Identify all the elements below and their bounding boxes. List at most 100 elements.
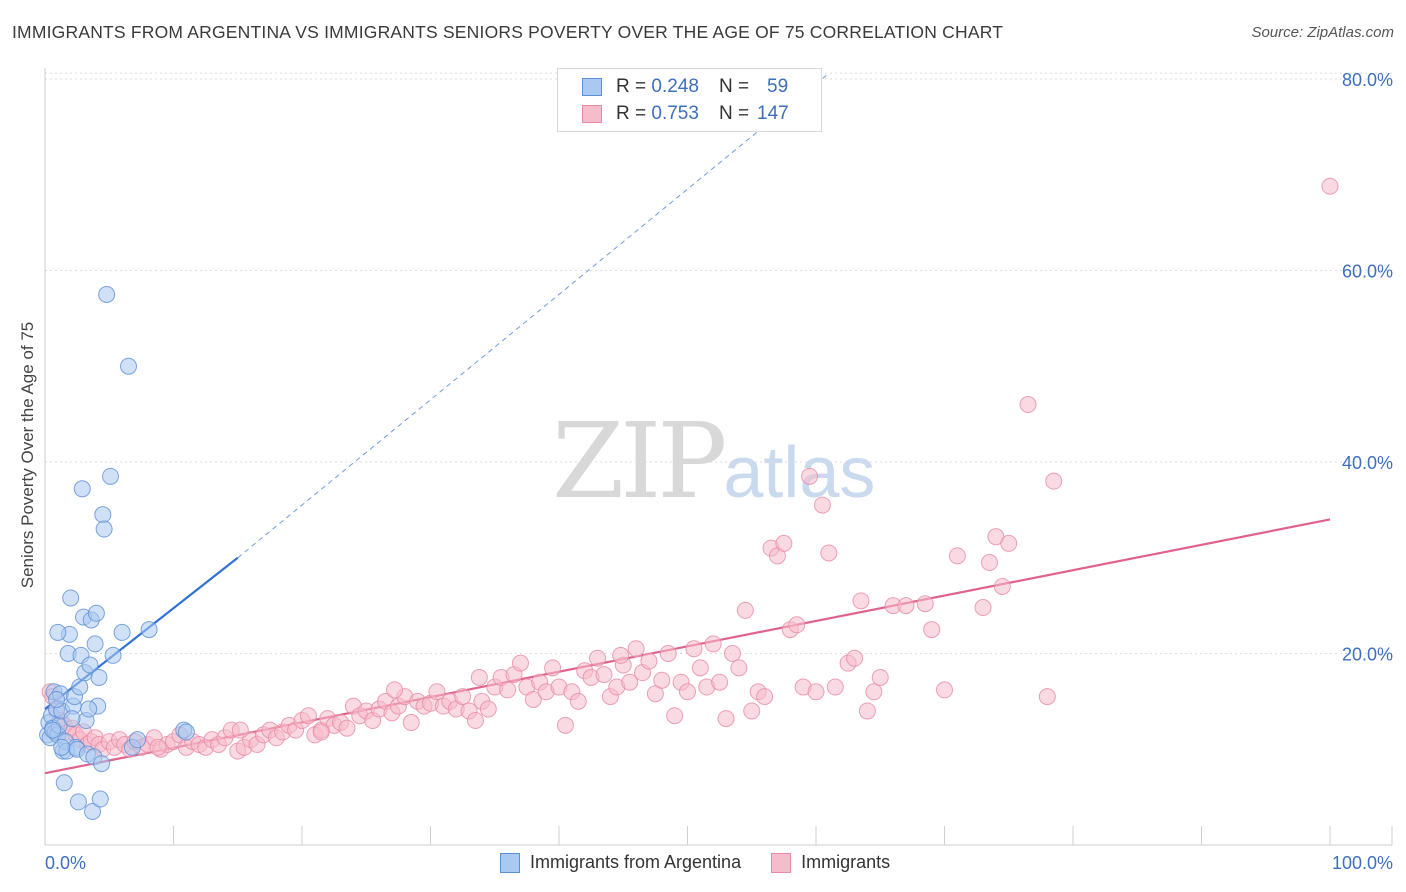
argentina-point (104, 646, 122, 664)
argentina-point (44, 721, 62, 739)
immigrants-point (621, 673, 639, 691)
immigrants-point (993, 577, 1011, 595)
argentina-point (90, 668, 108, 686)
y-tick-label: 80.0% (1342, 70, 1393, 90)
argentina-point (140, 621, 158, 639)
argentina-point (62, 589, 80, 607)
argentina-point (63, 710, 81, 728)
immigrants-point (723, 645, 741, 662)
watermark-atlas: atlas (723, 433, 876, 513)
immigrants-point (499, 681, 517, 699)
immigrants-point (653, 671, 671, 689)
immigrants-point (826, 678, 844, 696)
immigrants-point (511, 654, 529, 672)
stats-legend: R = 0.248 N = 59 R = 0.753 N = 147 (557, 68, 822, 132)
tick-labels: 20.0% 40.0% 60.0% 80.0% 0.0% 100.0% (45, 70, 1393, 873)
immigrants-point (871, 668, 889, 686)
immigrants-swatch-icon (582, 105, 602, 123)
immigrants-point (428, 683, 446, 701)
legend-item-argentina[interactable]: Immigrants from Argentina (500, 852, 741, 873)
immigrants-point (149, 738, 167, 756)
immigrants-point (1019, 396, 1037, 414)
immigrants-point (916, 595, 934, 613)
argentina-point (102, 467, 120, 485)
argentina-point (93, 755, 111, 773)
immigrants-point (756, 688, 774, 706)
argentina-point (69, 793, 87, 811)
immigrants-point (454, 688, 472, 706)
immigrants-point (466, 712, 484, 730)
immigrants-point (820, 544, 838, 562)
data-points (39, 177, 1339, 820)
argentina-point (53, 738, 71, 756)
x-tick-label: 0.0% (45, 853, 86, 873)
argentina-point (95, 520, 113, 538)
legend-label: Immigrants (801, 852, 891, 872)
immigrants-point (470, 668, 488, 686)
argentina-point (98, 285, 116, 303)
immigrants-legend-icon (771, 852, 792, 873)
series-legend: Immigrants from Argentina Immigrants (500, 852, 920, 873)
immigrants-point (948, 547, 966, 565)
argentina-swatch-icon (582, 78, 602, 96)
immigrants-point (544, 659, 562, 677)
immigrants-point (386, 681, 404, 699)
immigrants-point (659, 645, 677, 662)
n-value: 59 (767, 76, 789, 97)
x-tick-label: 100.0% (1332, 853, 1393, 873)
immigrants-point (595, 666, 613, 684)
immigrants-point (865, 683, 883, 701)
y-tick-label: 40.0% (1342, 453, 1393, 473)
argentina-regression-extension (237, 72, 830, 559)
argentina-point (80, 700, 98, 718)
argentina-point (49, 623, 67, 641)
immigrants-point (704, 635, 722, 653)
argentina-point (120, 357, 138, 375)
immigrants-point (717, 710, 735, 728)
stats-legend-row-argentina: R = 0.248 N = 59 (582, 75, 788, 99)
immigrants-point (1000, 534, 1018, 552)
immigrants-point (980, 554, 998, 572)
immigrants-point (479, 700, 497, 718)
immigrants-point (801, 467, 819, 485)
argentina-point (87, 604, 105, 622)
immigrants-point (743, 702, 761, 720)
immigrants-point (338, 719, 356, 737)
immigrants-point (691, 659, 709, 677)
immigrants-point (1321, 177, 1339, 195)
argentina-point (113, 623, 131, 641)
immigrants-point (858, 702, 876, 720)
argentina-point (71, 678, 89, 696)
immigrants-point (936, 681, 953, 699)
immigrants-point (897, 597, 915, 615)
argentina-point (81, 656, 99, 674)
immigrants-point (923, 621, 941, 639)
immigrants-point (807, 683, 825, 701)
y-tick-label: 20.0% (1342, 645, 1393, 665)
r-value: 0.753 (651, 103, 699, 124)
r-label: R = (616, 103, 647, 124)
immigrants-point (974, 599, 992, 617)
immigrants-point (627, 640, 645, 658)
immigrants-point (730, 659, 748, 677)
n-value: 147 (757, 103, 789, 124)
immigrants-point (612, 646, 630, 664)
immigrants-point (679, 683, 696, 701)
immigrants-point (1045, 472, 1063, 490)
immigrants-point (685, 640, 703, 658)
argentina-point (55, 774, 73, 792)
r-label: R = (616, 76, 647, 97)
argentina-point (86, 635, 104, 653)
immigrants-point (299, 707, 317, 725)
immigrants-point (402, 713, 420, 731)
stats-legend-row-immigrants: R = 0.753 N = 147 (582, 102, 789, 126)
immigrants-point (846, 649, 864, 667)
n-label: N = (718, 103, 750, 124)
immigrants-point (524, 690, 542, 708)
immigrants-point (640, 652, 658, 670)
legend-label: Immigrants from Argentina (530, 852, 742, 872)
chart-source: Source: ZipAtlas.com (1251, 24, 1394, 41)
legend-item-immigrants[interactable]: Immigrants (771, 852, 890, 873)
immigrants-point (666, 707, 684, 725)
